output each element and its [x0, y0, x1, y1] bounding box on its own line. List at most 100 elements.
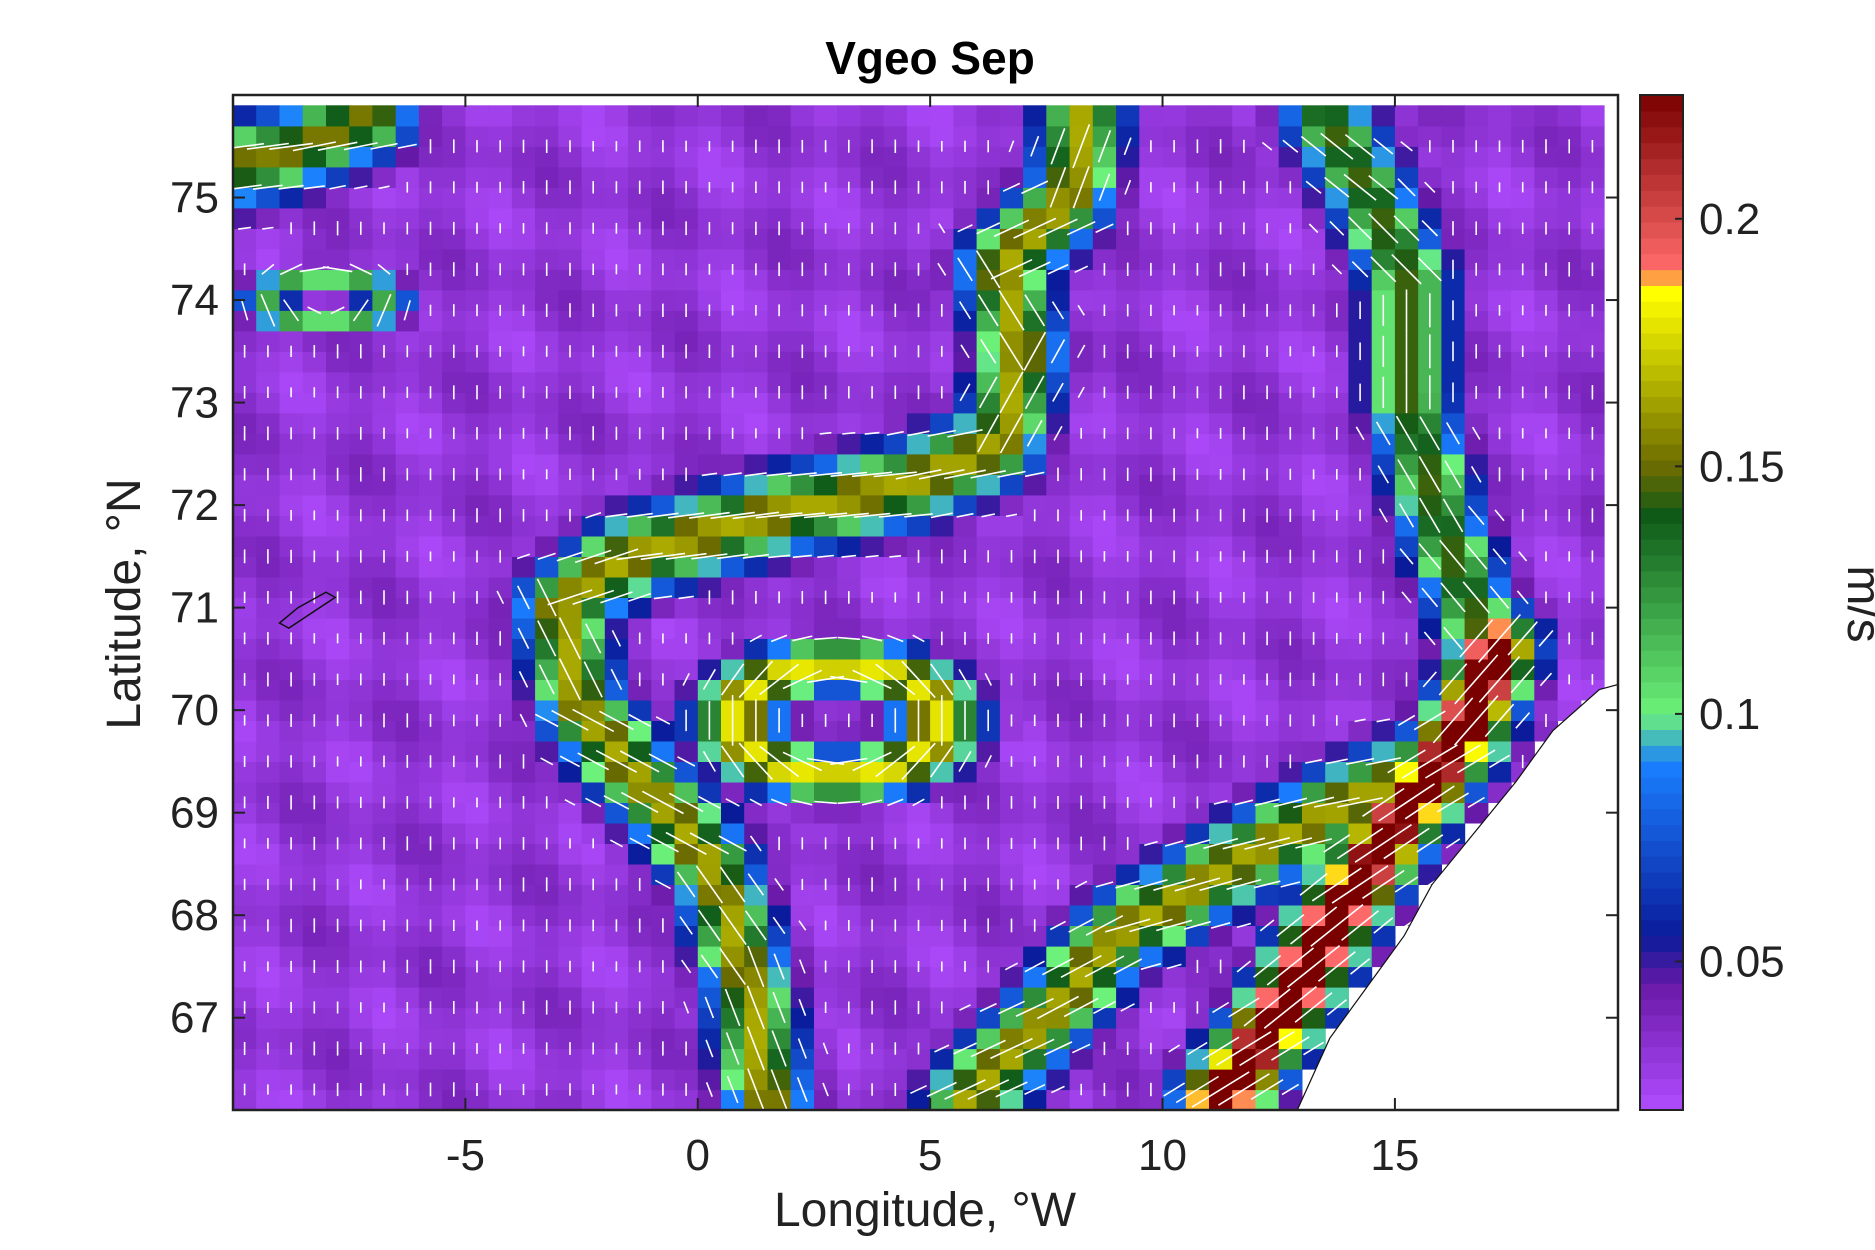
heatmap-cell — [883, 453, 908, 475]
heatmap-cell — [233, 515, 257, 537]
heatmap-cell — [790, 576, 815, 598]
heatmap-cell — [1046, 207, 1071, 229]
heatmap-cell — [558, 392, 583, 414]
heatmap-cell — [1092, 904, 1117, 926]
velocity-arrow — [875, 663, 916, 696]
heatmap-cell — [976, 761, 1001, 783]
heatmap-cell — [930, 822, 954, 844]
heatmap-cell — [488, 207, 513, 229]
heatmap-cell — [883, 535, 908, 557]
velocity-arrow — [927, 429, 956, 437]
heatmap-cell — [1441, 289, 1466, 311]
heatmap-cell — [1557, 494, 1582, 516]
velocity-arrow — [1222, 837, 1266, 850]
heatmap-cell — [953, 166, 978, 188]
heatmap-cell — [1162, 1007, 1187, 1029]
velocity-arrow — [1244, 837, 1290, 850]
heatmap-cell — [279, 1028, 304, 1050]
heatmap-cell — [558, 946, 583, 968]
heatmap-cell — [1116, 946, 1140, 968]
velocity-arrow — [1098, 173, 1111, 201]
heatmap-cell — [1278, 269, 1303, 291]
heatmap-cell — [395, 412, 420, 434]
heatmap-cell — [418, 822, 443, 844]
velocity-arrow — [1175, 1075, 1220, 1104]
heatmap-cell — [883, 740, 908, 762]
heatmap-cell — [674, 1089, 699, 1110]
colorbar-step — [1640, 428, 1683, 445]
heatmap-cell — [1464, 781, 1489, 803]
heatmap-cell — [999, 987, 1024, 1009]
velocity-arrow — [683, 1001, 690, 1014]
heatmap-cell — [488, 925, 513, 947]
heatmap-cell — [1511, 494, 1535, 516]
velocity-arrow — [947, 429, 983, 438]
heatmap-cell — [372, 433, 397, 455]
heatmap-cell — [1511, 556, 1535, 578]
heatmap-cell — [1325, 535, 1349, 557]
velocity-arrow — [1442, 498, 1464, 533]
heatmap-cell — [279, 1069, 304, 1091]
heatmap-cell — [814, 187, 838, 209]
heatmap-cell — [604, 576, 629, 598]
heatmap-cell — [581, 802, 606, 824]
heatmap-cell — [1348, 351, 1373, 373]
heatmap-cell — [999, 535, 1024, 557]
velocity-arrow — [1077, 386, 1085, 398]
heatmap-cell — [721, 207, 745, 229]
heatmap-cell — [953, 248, 978, 270]
heatmap-cell — [1232, 535, 1256, 557]
velocity-arrow — [279, 263, 303, 276]
heatmap-cell — [372, 987, 397, 1009]
heatmap-cell — [1092, 228, 1117, 250]
heatmap-cell — [442, 904, 466, 926]
heatmap-cell — [1209, 966, 1233, 988]
heatmap-cell — [1139, 617, 1164, 639]
heatmap-cell — [1092, 310, 1117, 332]
heatmap-cell — [697, 146, 722, 168]
heatmap-cell — [349, 269, 373, 291]
heatmap-cell — [1116, 720, 1140, 742]
heatmap-cell — [628, 433, 652, 455]
heatmap-cell — [814, 494, 838, 516]
heatmap-cell — [465, 392, 490, 414]
heatmap-cell — [1325, 638, 1349, 660]
heatmap-cell — [1023, 351, 1047, 373]
heatmap-cell — [1511, 515, 1535, 537]
heatmap-cell — [326, 330, 350, 352]
heatmap-cell — [814, 556, 838, 578]
heatmap-cell — [906, 1048, 931, 1070]
heatmap-cell — [558, 740, 583, 762]
heatmap-cell — [256, 966, 280, 988]
heatmap-cell — [442, 166, 466, 188]
heatmap-cell — [744, 617, 768, 639]
velocity-arrow — [990, 258, 1033, 280]
heatmap-cell — [1511, 146, 1535, 168]
heatmap-cell — [535, 187, 559, 209]
heatmap-cell — [1209, 371, 1233, 393]
heatmap-cell — [790, 351, 815, 373]
heatmap-cell — [860, 453, 885, 475]
heatmap-cell — [1255, 740, 1280, 762]
heatmap-cell — [558, 146, 583, 168]
heatmap-cell — [906, 535, 931, 557]
heatmap-cell — [418, 412, 443, 434]
heatmap-cell — [814, 515, 838, 537]
heatmap-cell — [604, 125, 629, 147]
heatmap-cell — [906, 884, 931, 906]
heatmap-cell — [1418, 740, 1442, 762]
heatmap-cell — [674, 535, 699, 557]
heatmap-cell — [1209, 535, 1233, 557]
velocity-arrow — [1299, 872, 1328, 896]
heatmap-cell — [1557, 146, 1582, 168]
heatmap-cell — [1092, 822, 1117, 844]
heatmap-cell — [302, 166, 327, 188]
heatmap-cell — [488, 1048, 513, 1070]
heatmap-cell — [1162, 453, 1187, 475]
heatmap-cell — [814, 884, 838, 906]
heatmap-cell — [1302, 781, 1326, 803]
heatmap-cell — [1394, 207, 1419, 229]
heatmap-cell — [1069, 330, 1094, 352]
heatmap-cell — [1394, 412, 1419, 434]
heatmap-cell — [628, 392, 652, 414]
